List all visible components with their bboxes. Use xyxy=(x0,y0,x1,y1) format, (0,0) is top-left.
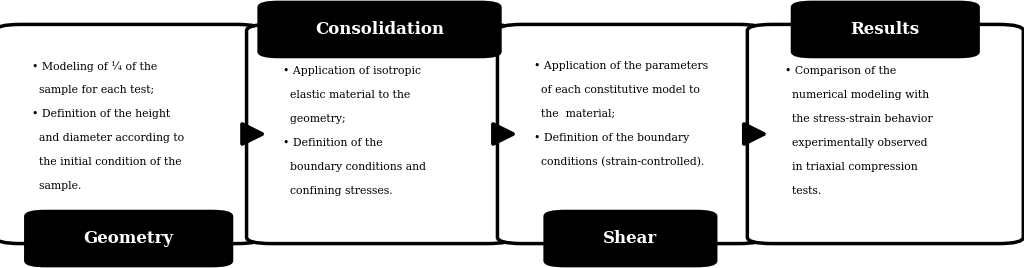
Text: numerical modeling with: numerical modeling with xyxy=(785,90,929,100)
FancyBboxPatch shape xyxy=(247,24,512,244)
Text: of each constitutive model to: of each constitutive model to xyxy=(535,85,700,95)
FancyBboxPatch shape xyxy=(259,2,500,57)
Text: the initial condition of the: the initial condition of the xyxy=(33,157,182,167)
Text: • Comparison of the: • Comparison of the xyxy=(785,66,896,76)
Text: the  material;: the material; xyxy=(535,109,615,119)
FancyBboxPatch shape xyxy=(545,211,716,266)
Text: in triaxial compression: in triaxial compression xyxy=(785,162,918,172)
Text: • Application of the parameters: • Application of the parameters xyxy=(535,61,709,71)
Text: conditions (strain-controlled).: conditions (strain-controlled). xyxy=(535,157,705,167)
FancyBboxPatch shape xyxy=(793,2,978,57)
FancyBboxPatch shape xyxy=(748,24,1023,244)
Text: sample.: sample. xyxy=(33,181,82,191)
Text: the stress-strain behavior: the stress-strain behavior xyxy=(785,114,933,124)
Text: geometry;: geometry; xyxy=(284,114,346,124)
Text: elastic material to the: elastic material to the xyxy=(284,90,411,100)
FancyBboxPatch shape xyxy=(498,24,763,244)
Text: boundary conditions and: boundary conditions and xyxy=(284,162,426,172)
Text: Consolidation: Consolidation xyxy=(315,21,444,38)
Text: • Modeling of ¼ of the: • Modeling of ¼ of the xyxy=(33,61,158,72)
Text: • Definition of the height: • Definition of the height xyxy=(33,109,170,119)
Text: and diameter according to: and diameter according to xyxy=(33,133,184,143)
Text: tests.: tests. xyxy=(785,186,821,196)
Text: Results: Results xyxy=(851,21,920,38)
Text: experimentally observed: experimentally observed xyxy=(785,138,928,148)
FancyBboxPatch shape xyxy=(26,211,231,266)
Text: • Definition of the: • Definition of the xyxy=(284,138,383,148)
Text: Shear: Shear xyxy=(603,230,657,247)
Text: sample for each test;: sample for each test; xyxy=(33,85,155,95)
FancyBboxPatch shape xyxy=(0,24,261,244)
Text: • Application of isotropic: • Application of isotropic xyxy=(284,66,421,76)
Text: • Definition of the boundary: • Definition of the boundary xyxy=(535,133,689,143)
Text: Geometry: Geometry xyxy=(84,230,174,247)
Text: confining stresses.: confining stresses. xyxy=(284,186,393,196)
